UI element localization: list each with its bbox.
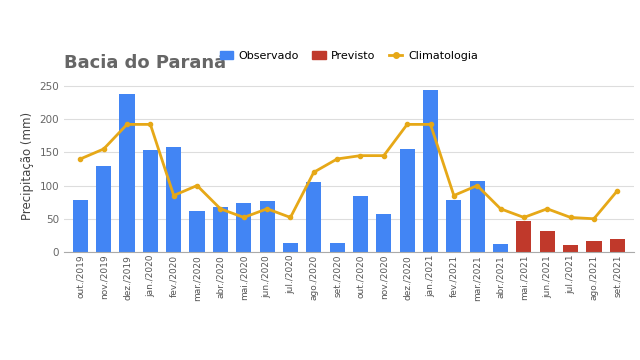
Bar (96, 166, 111, 252)
Bar (166, 147, 181, 252)
Bar (189, 211, 205, 252)
Bar (236, 203, 252, 252)
Bar (470, 181, 484, 252)
Bar (586, 241, 602, 252)
Bar (73, 200, 88, 252)
Bar (610, 239, 625, 252)
Bar (540, 231, 555, 252)
Bar (330, 243, 345, 252)
Bar (493, 244, 508, 252)
Bar (353, 195, 368, 252)
Bar (213, 207, 228, 252)
Bar (283, 243, 298, 252)
Bar (259, 202, 275, 252)
Bar (516, 221, 531, 252)
Bar (563, 245, 578, 252)
Y-axis label: Precipitação (mm): Precipitação (mm) (21, 112, 34, 220)
Bar (446, 200, 461, 252)
Bar (306, 182, 321, 252)
Bar (423, 90, 438, 252)
Bar (376, 214, 392, 252)
Bar (120, 94, 134, 252)
Legend: Observado, Previsto, Climatologia: Observado, Previsto, Climatologia (216, 47, 482, 66)
Bar (143, 150, 158, 252)
Bar (399, 149, 415, 252)
Text: Bacia do Paraná: Bacia do Paraná (64, 54, 226, 72)
